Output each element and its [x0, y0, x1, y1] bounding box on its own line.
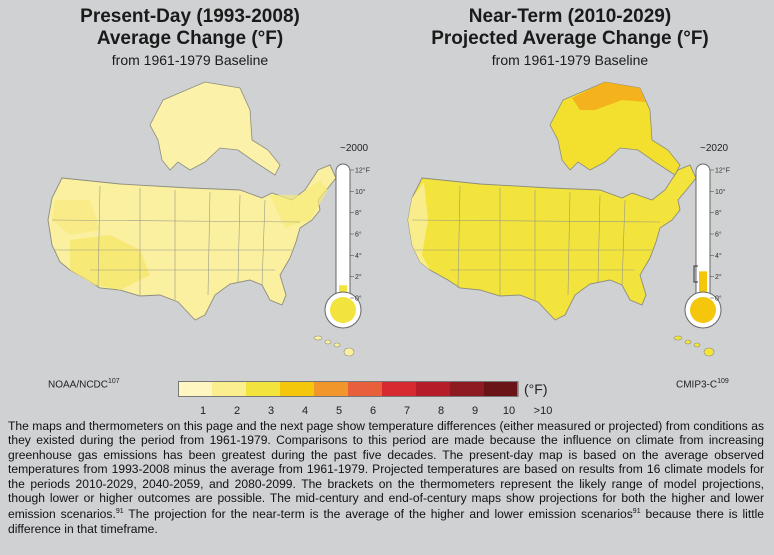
thermometer-tick-label: 0°: [355, 295, 362, 303]
region-northeast: [270, 180, 328, 228]
thermometer-tick-label: 0°: [715, 295, 722, 303]
legend-swatch: [450, 381, 485, 397]
near-thermometer-bracket: [693, 265, 698, 283]
legend-tick-label: 1: [199, 405, 207, 417]
legend-swatch: [348, 381, 383, 397]
near-term-map: 12°F 10° 8° 6° 4° 2° 0°: [407, 81, 730, 357]
thermometer-tick-label: 8°: [715, 209, 722, 217]
legend-swatch: [382, 381, 417, 397]
present-thermometer: 12°F 10° 8° 6° 4° 2° 0°: [324, 163, 370, 329]
near-thermometer-year: ~2020: [700, 143, 729, 154]
state-borders-near: [411, 185, 661, 300]
legend-swatch: [212, 381, 247, 397]
present-day-title-line1: Present-Day (1993-2008): [80, 6, 300, 27]
present-thermometer-scale: 12°F 10° 8° 6° 4° 2° 0°: [350, 167, 370, 303]
hawaii-islands-near: [673, 335, 715, 357]
thermometer-tick-label: 8°: [355, 209, 362, 217]
near-thermometer-scale: 12°F 10° 8° 6° 4° 2° 0°: [710, 167, 730, 303]
thermometer-tick-label: 2°: [715, 273, 722, 281]
legend-tick-label: 3: [267, 405, 275, 417]
present-thermometer-year: ~2000: [340, 143, 369, 154]
present-day-title: Present-Day (1993-2008) Average Change (…: [40, 6, 340, 50]
thermometer-tick-label: 12°F: [355, 167, 370, 175]
near-term-title-line1: Near-Term (2010-2029): [468, 6, 672, 27]
region-southwest: [70, 235, 150, 290]
present-day-subtitle: from 1961-1979 Baseline: [111, 52, 269, 68]
thermometer-tick-label: 10°: [355, 188, 366, 196]
state-borders: [51, 185, 301, 300]
legend-tick-label: >10: [533, 405, 553, 417]
thermometer-tick-label: 12°F: [715, 167, 730, 175]
legend-swatch: [178, 381, 213, 397]
thermometer-tick-label: 6°: [355, 231, 362, 239]
legend-tick-label: 9: [471, 405, 479, 417]
near-credit: CMIP3-C109: [676, 378, 729, 391]
thermometer-tick-label: 10°: [715, 188, 726, 196]
thermometer-tick-label: 2°: [355, 273, 362, 281]
thermometer-tick-label: 4°: [715, 252, 722, 260]
legend-tick-label: 6: [369, 405, 377, 417]
thermometer-tick-label: 6°: [715, 231, 722, 239]
thermometer-tick-label: 4°: [355, 252, 362, 260]
region-pacific-coast: [408, 182, 430, 270]
near-term-title: Near-Term (2010-2029) Projected Average …: [410, 6, 730, 50]
region-west: [52, 200, 100, 235]
legend-swatch: [246, 381, 281, 397]
legend-tick-label: 8: [437, 405, 445, 417]
caption-text: The maps and thermometers on this page a…: [8, 419, 764, 536]
legend-swatch: [416, 381, 451, 397]
alaska-shape: [149, 81, 281, 176]
legend-swatch: [314, 381, 349, 397]
hawaii-islands: [313, 335, 355, 357]
legend-tick-label: 7: [403, 405, 411, 417]
legend-tick-label: 2: [233, 405, 241, 417]
present-day-map: 12°F 10° 8° 6° 4° 2° 0°: [47, 81, 370, 357]
legend-swatch: [484, 381, 519, 397]
legend-tick-label: 4: [301, 405, 309, 417]
present-credit: NOAA/NCDC107: [48, 378, 120, 391]
present-day-title-line2: Average Change (°F): [96, 28, 284, 49]
legend-swatch: [280, 381, 315, 397]
legend-tick-label: 10: [502, 405, 516, 417]
near-thermometer: 12°F 10° 8° 6° 4° 2° 0°: [684, 163, 730, 329]
legend-tick-label: 5: [335, 405, 343, 417]
near-term-subtitle: from 1961-1979 Baseline: [491, 52, 649, 68]
alaska-north-warm: [572, 82, 646, 110]
conus-shape-near: [407, 164, 697, 321]
legend-unit: (°F): [524, 381, 548, 397]
near-term-title-line2: Projected Average Change (°F): [431, 28, 709, 49]
